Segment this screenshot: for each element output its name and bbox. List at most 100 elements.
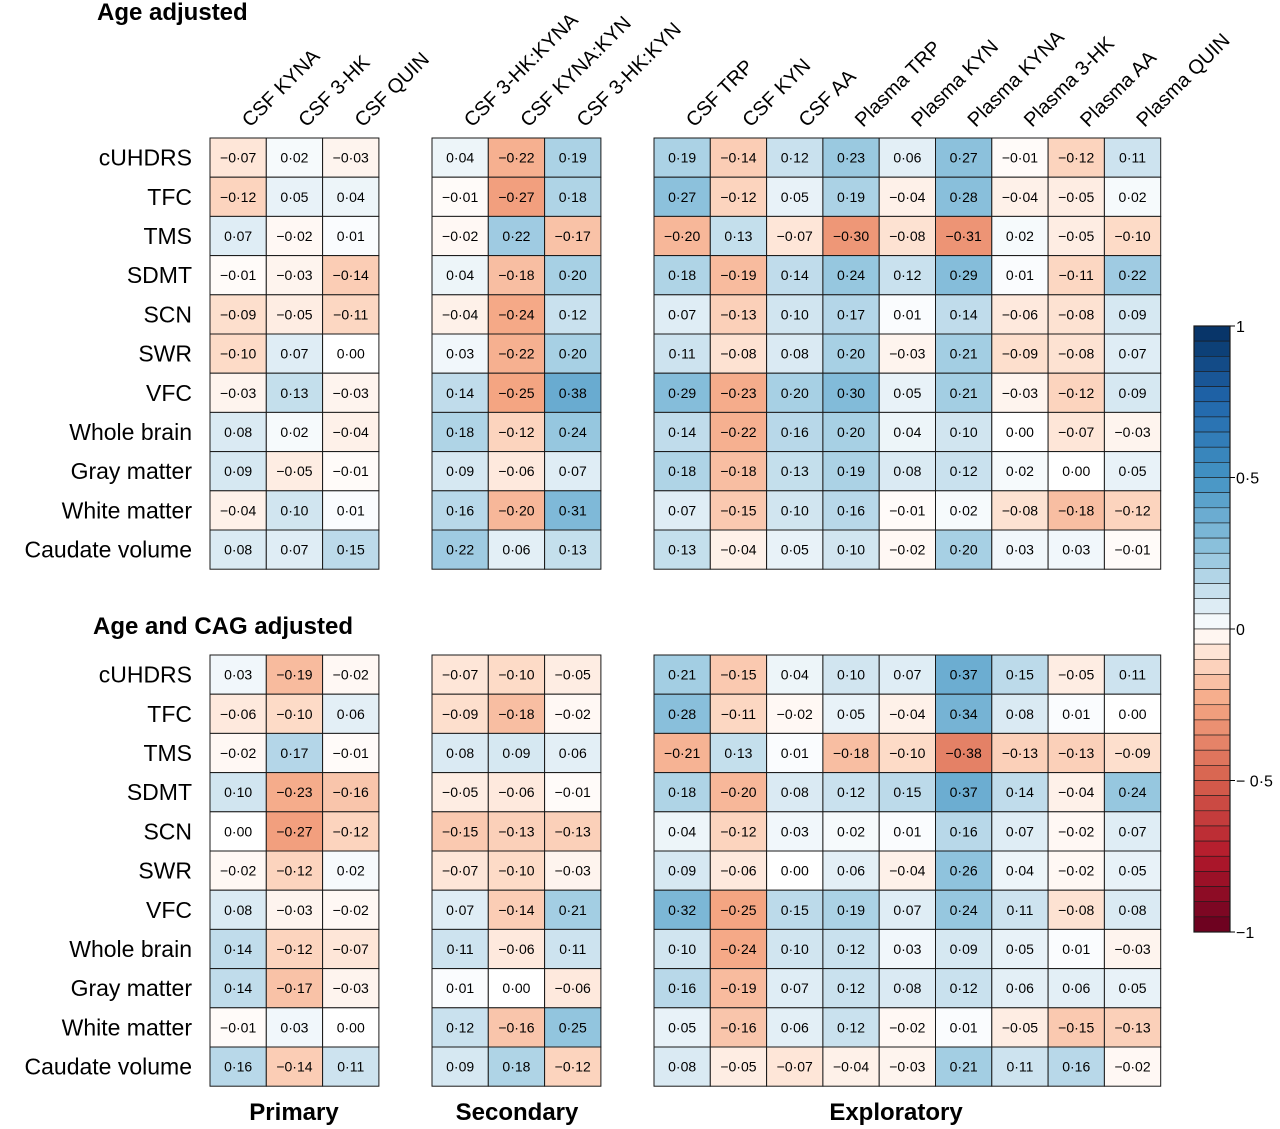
heatmap-cell — [878, 451, 937, 492]
cell-value: 0·07 — [668, 502, 696, 518]
heatmap-cell — [822, 529, 880, 570]
heatmap-cell — [265, 732, 324, 774]
row-label-vfc: VFC — [146, 380, 192, 406]
cell-value: 0·14 — [224, 941, 252, 957]
colorbar-segment — [1193, 386, 1231, 403]
cell-value: −0·23 — [720, 385, 756, 401]
heatmap-cell — [487, 255, 546, 296]
heatmap-cell — [822, 1046, 880, 1087]
heatmap-cell — [1103, 772, 1162, 813]
colorbar-segment — [1193, 537, 1231, 554]
heatmap-cell — [265, 411, 324, 453]
heatmap-cell — [322, 215, 380, 257]
heatmap-cell — [209, 732, 267, 774]
cell-value: 0·01 — [337, 228, 365, 244]
row-label-swr: SWR — [138, 858, 192, 884]
heatmap-cell — [766, 772, 824, 813]
cell-value: 0·13 — [724, 228, 752, 244]
colorbar-segment — [1193, 901, 1231, 918]
heatmap-cell — [878, 889, 937, 930]
heatmap-cell — [544, 215, 602, 257]
cell-value: −0·02 — [1058, 823, 1094, 839]
cell-value: 0·30 — [837, 385, 865, 401]
heatmap-cell — [544, 968, 602, 1009]
heatmap-cell — [1047, 1007, 1105, 1048]
cell-value: 0·24 — [559, 424, 587, 440]
heatmap-cell — [935, 968, 993, 1009]
heatmap-cell — [544, 732, 602, 774]
cell-value: −0·06 — [498, 941, 534, 957]
heatmap-cell — [322, 928, 380, 970]
cell-value: 0·07 — [1006, 823, 1034, 839]
colorbar-segment — [1193, 446, 1231, 463]
cell-value: 0·12 — [837, 941, 865, 957]
cell-value: −0·04 — [889, 706, 925, 722]
colorbar: 1 0·5 0 − 0·5 −1 — [1193, 319, 1273, 942]
colorbar-segment — [1193, 462, 1231, 478]
heatmap-cell — [991, 372, 1049, 413]
cell-value: −0·03 — [555, 863, 591, 879]
heatmap-cell — [209, 215, 267, 257]
heatmap-cell — [487, 928, 546, 970]
cell-value: 0·22 — [1119, 267, 1147, 283]
cell-value: −0·12 — [720, 189, 756, 205]
row-label-vfc: VFC — [146, 897, 192, 923]
heatmap-cell — [209, 529, 267, 570]
cell-value: 0·34 — [950, 706, 978, 722]
cell-value: 0·13 — [781, 463, 809, 479]
panel-title-2: Age and CAG adjusted — [93, 613, 353, 640]
heatmap-cell — [653, 529, 711, 570]
cell-value: 0·11 — [1006, 1059, 1033, 1075]
cell-value: 0·06 — [559, 745, 587, 761]
cell-value: 0·07 — [668, 306, 696, 322]
cell-value: −0·02 — [220, 863, 256, 879]
cell-value: 0·12 — [893, 267, 921, 283]
heatmap-cell — [1047, 451, 1105, 492]
cell-value: 0·02 — [1006, 228, 1034, 244]
cell-value: −0·03 — [333, 385, 369, 401]
cell-value: 0·07 — [1119, 823, 1147, 839]
row-label-gray-matter: Gray matter — [71, 975, 193, 1001]
cell-value: 0·04 — [668, 823, 696, 839]
row-label-whole-brain: Whole brain — [69, 419, 192, 445]
cell-value: −0·06 — [220, 706, 256, 722]
cell-value: 0·01 — [1006, 267, 1034, 283]
heatmap-cell — [822, 137, 880, 178]
cell-value: 0·08 — [781, 346, 809, 362]
cell-value: 0·02 — [1006, 463, 1034, 479]
heatmap-cell — [822, 255, 880, 296]
heatmap-cell — [209, 811, 267, 852]
heatmap-cell — [878, 968, 937, 1009]
cell-value: −0·01 — [333, 745, 369, 761]
heatmap-cell — [487, 529, 546, 570]
heatmap-cell — [991, 333, 1049, 374]
cell-value: 0·14 — [446, 385, 474, 401]
colorbar-segment — [1193, 780, 1231, 796]
cell-value: −0·03 — [333, 980, 369, 996]
heatmap-cell — [431, 255, 489, 296]
colorbar-segment — [1193, 477, 1231, 493]
heatmap-cell — [1103, 333, 1162, 374]
heatmap-cell — [544, 654, 602, 695]
cell-value: −0·02 — [889, 1019, 925, 1035]
heatmap-cell — [1103, 654, 1162, 695]
cell-value: 0·04 — [1006, 863, 1034, 879]
colorbar-segment — [1193, 431, 1231, 448]
heatmap-cell — [653, 772, 711, 813]
cell-value: −0·10 — [1114, 228, 1150, 244]
heatmap-cell — [322, 811, 380, 852]
cell-value: −0·05 — [276, 306, 312, 322]
cell-value: 0·09 — [446, 1059, 474, 1075]
cell-value: −0·01 — [1002, 150, 1038, 166]
cell-value: −0·05 — [720, 1059, 756, 1075]
cell-value: 0·10 — [224, 784, 252, 800]
heatmap-cell — [1103, 1046, 1162, 1087]
cell-value: 0·07 — [781, 980, 809, 996]
cell-value: −0·06 — [720, 863, 756, 879]
cell-value: −0·22 — [720, 424, 756, 440]
cell-value: 0·08 — [224, 902, 252, 918]
heatmap-cell — [1047, 333, 1105, 374]
cell-value: 0·22 — [446, 542, 474, 558]
cell-value: 0·09 — [224, 463, 252, 479]
row-label-scn: SCN — [143, 818, 192, 844]
